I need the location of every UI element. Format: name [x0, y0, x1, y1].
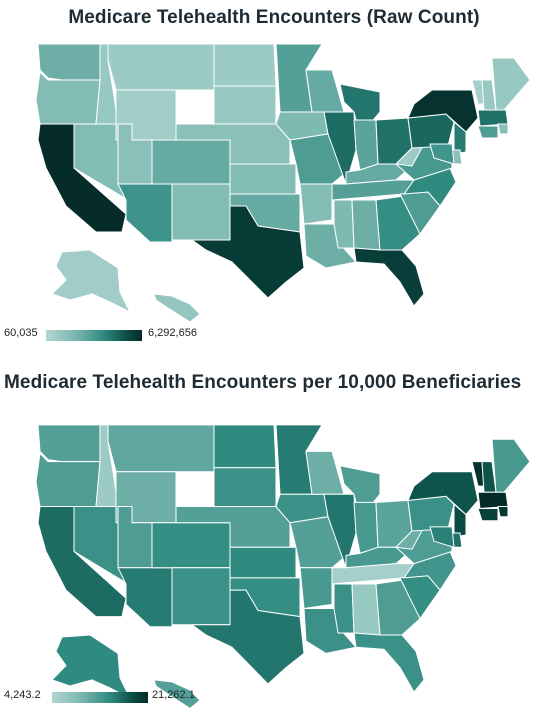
state-nm[interactable]: [171, 567, 231, 626]
state-nj[interactable]: [453, 121, 467, 155]
state-ms[interactable]: [333, 583, 355, 634]
legend-gradient-raw-count: [46, 330, 142, 341]
state-ks[interactable]: [229, 163, 297, 195]
state-co[interactable]: [151, 522, 231, 569]
state-ks[interactable]: [229, 546, 297, 579]
state-ct[interactable]: [477, 125, 499, 139]
legend-per-beneficiary: 4,243.2 21,262.1: [4, 689, 264, 706]
state-nd[interactable]: [213, 43, 277, 87]
state-ri[interactable]: [497, 506, 509, 518]
state-wi[interactable]: [305, 450, 345, 495]
state-co[interactable]: [151, 139, 231, 185]
legend-max-raw-count: 6,292,656: [148, 327, 197, 339]
state-md[interactable]: [429, 526, 455, 548]
state-il[interactable]: [323, 493, 357, 569]
state-me[interactable]: [491, 438, 531, 493]
state-ri[interactable]: [497, 123, 509, 135]
per-beneficiary-map-panel: Medicare Telehealth Encounters per 10,00…: [0, 362, 548, 718]
state-tx[interactable]: [191, 589, 305, 685]
state-wi[interactable]: [305, 69, 345, 113]
state-nj[interactable]: [453, 503, 467, 538]
us-choropleth-per-beneficiary: [35, 424, 531, 709]
state-fl[interactable]: [353, 632, 425, 693]
state-al[interactable]: [351, 583, 381, 636]
state-wa[interactable]: [37, 424, 101, 463]
state-or[interactable]: [35, 71, 101, 125]
state-ak[interactable]: [51, 249, 131, 313]
legend-min-raw-count: 60,035: [4, 327, 38, 339]
state-tx[interactable]: [191, 205, 305, 299]
state-ny[interactable]: [407, 89, 479, 133]
state-hi[interactable]: [153, 679, 201, 709]
state-ak[interactable]: [51, 634, 131, 699]
state-in[interactable]: [353, 501, 379, 554]
state-wa[interactable]: [37, 43, 101, 81]
state-al[interactable]: [351, 199, 381, 251]
state-pa[interactable]: [407, 113, 455, 149]
state-fl[interactable]: [353, 247, 425, 307]
state-il[interactable]: [323, 111, 357, 185]
raw-count-map-panel: Medicare Telehealth Encounters (Raw Coun…: [0, 0, 548, 350]
state-sd[interactable]: [213, 467, 277, 507]
state-or[interactable]: [35, 452, 101, 507]
state-hi[interactable]: [153, 293, 201, 323]
state-ms[interactable]: [333, 199, 355, 249]
state-me[interactable]: [491, 57, 531, 111]
state-nd[interactable]: [213, 424, 277, 469]
legend-max-per-beneficiary: 21,262.1: [152, 689, 195, 701]
state-ar[interactable]: [299, 567, 333, 609]
state-nm[interactable]: [171, 183, 231, 241]
legend-min-per-beneficiary: 4,243.2: [4, 689, 41, 701]
legend-raw-count: 60,035 6,292,656: [4, 327, 264, 344]
state-az[interactable]: [117, 567, 173, 628]
map-title-per-beneficiary: Medicare Telehealth Encounters per 10,00…: [4, 372, 522, 393]
state-az[interactable]: [117, 183, 173, 243]
state-sd[interactable]: [213, 85, 277, 125]
state-in[interactable]: [353, 119, 379, 171]
state-mt[interactable]: [107, 424, 215, 473]
state-pa[interactable]: [407, 495, 455, 532]
map-title-raw-count: Medicare Telehealth Encounters (Raw Coun…: [68, 7, 480, 28]
state-ct[interactable]: [477, 508, 499, 522]
legend-gradient-per-beneficiary: [52, 692, 148, 703]
state-mt[interactable]: [107, 43, 215, 91]
state-ar[interactable]: [299, 183, 333, 225]
us-choropleth-raw-count: [35, 43, 531, 323]
state-md[interactable]: [429, 143, 455, 165]
